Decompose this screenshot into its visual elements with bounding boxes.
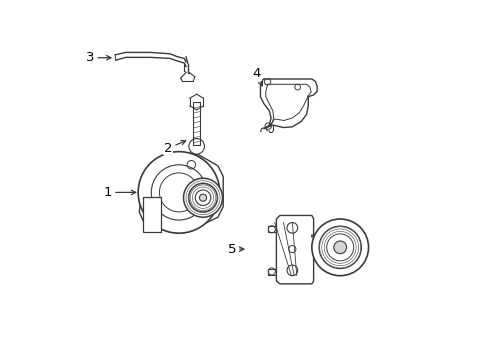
Circle shape [199, 194, 206, 201]
Bar [193, 102, 200, 145]
Bar [143, 197, 161, 232]
Circle shape [183, 178, 222, 217]
Text: 3: 3 [86, 51, 111, 64]
Text: 5: 5 [227, 243, 244, 256]
Circle shape [138, 152, 219, 233]
Circle shape [333, 241, 346, 254]
Circle shape [311, 219, 368, 276]
Text: 4: 4 [252, 67, 262, 86]
Polygon shape [276, 215, 313, 284]
Text: 2: 2 [163, 140, 185, 154]
Text: 1: 1 [103, 186, 136, 199]
